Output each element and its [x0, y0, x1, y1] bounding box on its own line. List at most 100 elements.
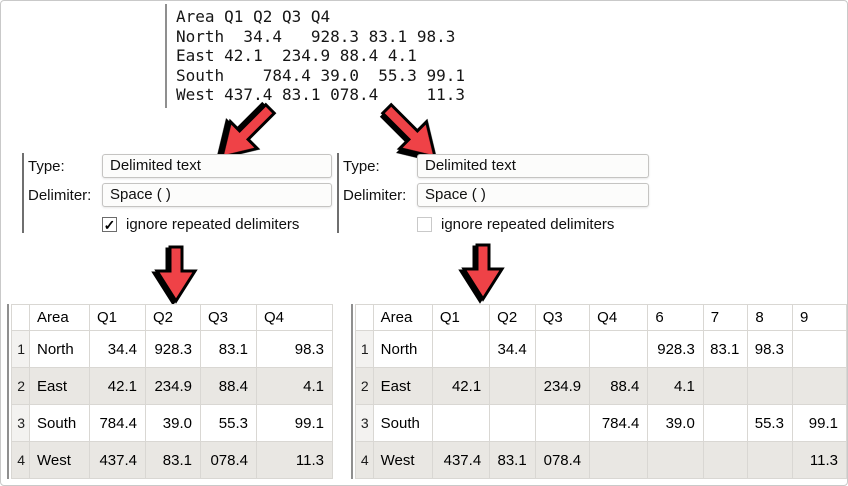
row-number[interactable]: 2: [355, 367, 374, 405]
cell[interactable]: West: [372, 441, 433, 479]
cell[interactable]: [431, 404, 491, 442]
cell[interactable]: [431, 330, 491, 368]
cell[interactable]: 98.3: [256, 330, 333, 368]
red-arrow-shape: [380, 102, 438, 160]
cell[interactable]: [589, 330, 649, 368]
result-table-left[interactable]: Area Q1 Q2 Q3 Q4 1 North 34.4 928.3 83.1 98.3 2 East…: [11, 304, 333, 479]
cell[interactable]: 99.1: [791, 404, 847, 442]
ignore-repeated-delimiters-checkbox[interactable]: [417, 217, 432, 232]
row-number[interactable]: 1: [355, 330, 374, 368]
column-header-Q1[interactable]: Q1: [89, 304, 146, 331]
cell[interactable]: [702, 404, 749, 442]
cell[interactable]: 39.0: [145, 404, 201, 442]
cell[interactable]: East: [372, 367, 433, 405]
cell[interactable]: North: [29, 330, 90, 368]
result-table-right[interactable]: Area Q1 Q2 Q3 Q4 6 7 8 9 1 North 34.4 928.3 83.1 98.3 2…: [355, 304, 847, 479]
table-row: 3 South 784.4 39.0 55.3 99.1: [11, 404, 333, 442]
column-header-Q3[interactable]: Q3: [200, 304, 257, 331]
column-header-Q4[interactable]: Q4: [589, 304, 649, 331]
cell[interactable]: West: [29, 441, 90, 479]
cell[interactable]: South: [372, 404, 433, 442]
cell[interactable]: 078.4: [200, 441, 257, 479]
type-dropdown[interactable]: Delimited text: [102, 154, 332, 178]
cell[interactable]: North: [372, 330, 433, 368]
corner-header[interactable]: [11, 304, 30, 331]
cell[interactable]: [702, 441, 749, 479]
cell[interactable]: [791, 367, 847, 405]
cell[interactable]: 4.1: [256, 367, 333, 405]
row-number[interactable]: 4: [355, 441, 374, 479]
cell[interactable]: 437.4: [89, 441, 146, 479]
result-table-right-pane: Area Q1 Q2 Q3 Q4 6 7 8 9 1 North 34.4 928.3 83.1 98.3 2…: [351, 304, 847, 479]
corner-header[interactable]: [355, 304, 374, 331]
type-dropdown[interactable]: Delimited text: [417, 154, 649, 178]
row-number[interactable]: 1: [11, 330, 30, 368]
cell[interactable]: 83.1: [145, 441, 201, 479]
cell[interactable]: 99.1: [256, 404, 333, 442]
cell[interactable]: [534, 404, 591, 442]
column-header-Area[interactable]: Area: [372, 304, 433, 331]
cell[interactable]: 234.9: [534, 367, 591, 405]
delimiter-row: Delimiter: Space ( ): [343, 183, 649, 207]
column-header-Q3[interactable]: Q3: [534, 304, 591, 331]
row-number[interactable]: 3: [11, 404, 30, 442]
column-header-Area[interactable]: Area: [29, 304, 90, 331]
cell[interactable]: 83.1: [489, 441, 536, 479]
cell[interactable]: 928.3: [145, 330, 201, 368]
cell[interactable]: 55.3: [747, 404, 793, 442]
cell[interactable]: 11.3: [256, 441, 333, 479]
header-row: Area Q1 Q2 Q3 Q4: [11, 304, 333, 331]
cell[interactable]: [702, 367, 749, 405]
table-row: 1 North 34.4 928.3 83.1 98.3: [11, 330, 333, 368]
raw-text-preview[interactable]: Area Q1 Q2 Q3 Q4 North 34.4 928.3 83.1 9…: [165, 4, 469, 108]
row-number[interactable]: 4: [11, 441, 30, 479]
cell[interactable]: 42.1: [431, 367, 491, 405]
column-header-9[interactable]: 9: [791, 304, 847, 331]
ignore-repeated-delimiters-checkbox[interactable]: ✓: [102, 216, 117, 233]
column-header-Q2[interactable]: Q2: [145, 304, 201, 331]
column-header-7[interactable]: 7: [702, 304, 749, 331]
cell[interactable]: 34.4: [489, 330, 536, 368]
cell[interactable]: 83.1: [702, 330, 749, 368]
cell[interactable]: 4.1: [647, 367, 704, 405]
row-number[interactable]: 3: [355, 404, 374, 442]
cell[interactable]: 784.4: [589, 404, 649, 442]
cell[interactable]: 39.0: [647, 404, 704, 442]
red-arrow-to-left-options-icon: [219, 102, 277, 160]
cell[interactable]: South: [29, 404, 90, 442]
delimiter-dropdown[interactable]: Space ( ): [417, 183, 649, 207]
cell[interactable]: 11.3: [791, 441, 847, 479]
cell[interactable]: [791, 330, 847, 368]
cell[interactable]: 98.3: [747, 330, 793, 368]
cell[interactable]: East: [29, 367, 90, 405]
cell[interactable]: 83.1: [200, 330, 257, 368]
table-row: 4 West 437.4 83.1 078.4 11.3: [355, 441, 847, 479]
cell[interactable]: [747, 367, 793, 405]
cell[interactable]: 078.4: [534, 441, 591, 479]
cell[interactable]: 88.4: [200, 367, 257, 405]
column-header-Q2[interactable]: Q2: [489, 304, 536, 331]
delimiter-dropdown[interactable]: Space ( ): [102, 183, 332, 207]
cell[interactable]: [489, 404, 536, 442]
column-header-Q4[interactable]: Q4: [256, 304, 333, 331]
row-number[interactable]: 2: [11, 367, 30, 405]
cell[interactable]: [489, 367, 536, 405]
cell[interactable]: 34.4: [89, 330, 146, 368]
column-header-Q1[interactable]: Q1: [431, 304, 491, 331]
delimiter-label: Delimiter:: [343, 186, 407, 204]
cell[interactable]: 42.1: [89, 367, 146, 405]
cell[interactable]: 784.4: [89, 404, 146, 442]
column-header-8[interactable]: 8: [747, 304, 793, 331]
cell[interactable]: 437.4: [431, 441, 491, 479]
cell[interactable]: [589, 441, 649, 479]
column-header-6[interactable]: 6: [647, 304, 704, 331]
cell[interactable]: 928.3: [647, 330, 704, 368]
cell[interactable]: 234.9: [145, 367, 201, 405]
cell[interactable]: [647, 441, 704, 479]
cell[interactable]: 55.3: [200, 404, 257, 442]
table-row: 2 East 42.1 234.9 88.4 4.1: [11, 367, 333, 405]
cell[interactable]: [534, 330, 591, 368]
cell[interactable]: [747, 441, 793, 479]
cell[interactable]: 88.4: [589, 367, 649, 405]
